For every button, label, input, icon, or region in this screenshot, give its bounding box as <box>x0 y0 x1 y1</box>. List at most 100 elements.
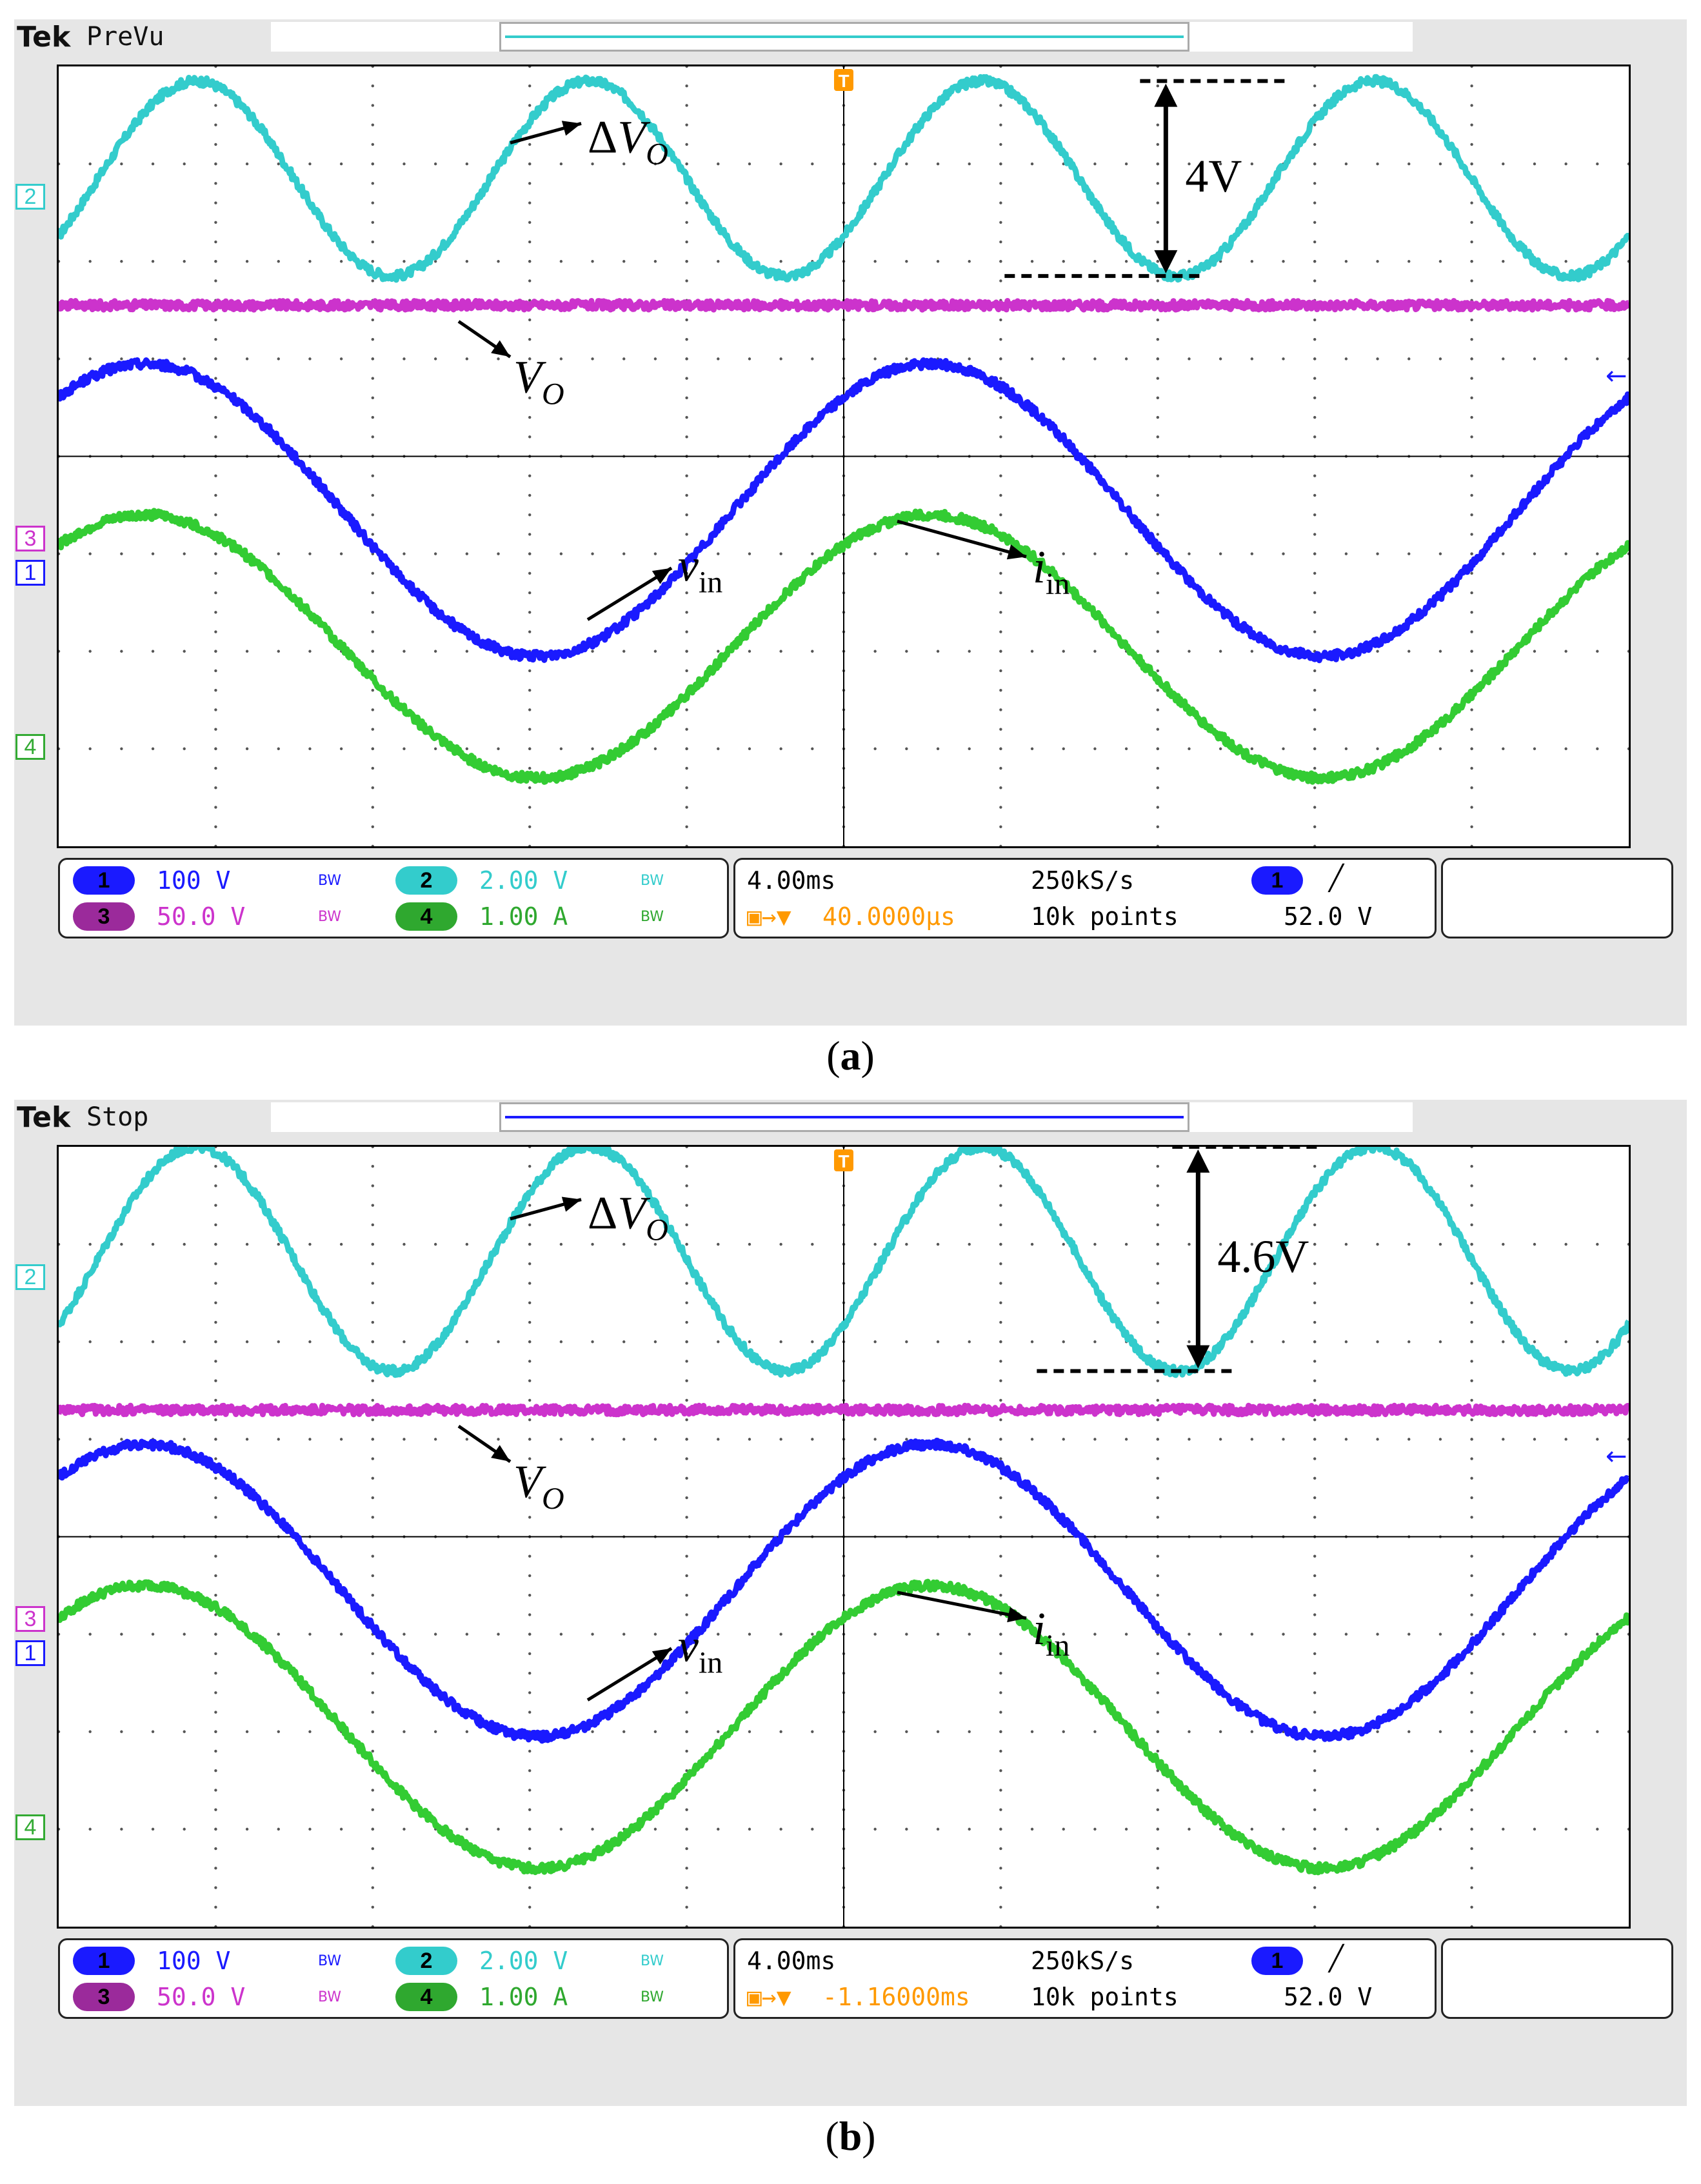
grid-dot <box>528 318 532 322</box>
grid-dot <box>214 474 217 477</box>
grid-dot <box>1376 650 1379 653</box>
grid-dot <box>1470 201 1473 204</box>
grid-dot <box>1188 1438 1191 1441</box>
grid-dot <box>308 1242 312 1246</box>
grid-dot <box>1282 1827 1285 1831</box>
grid-dot <box>1250 260 1254 263</box>
grid-dot <box>371 806 374 809</box>
grid-dot <box>685 1808 688 1811</box>
grid-dot <box>1470 708 1473 711</box>
horizontal-box[interactable]: 4.00ms 250kS/s 1 ╱ ▣→▼ -1.16000ms 10k po… <box>733 1938 1437 2019</box>
ch3-marker[interactable]: 3 <box>15 526 45 551</box>
ch2-marker[interactable]: 2 <box>15 1264 45 1290</box>
grid-dot <box>308 1340 312 1344</box>
grid-dot <box>1156 806 1160 809</box>
grid-dot <box>999 766 1002 770</box>
grid-dot <box>1156 630 1160 633</box>
grid-dot <box>1156 201 1160 204</box>
grid-dot <box>1502 1242 1505 1246</box>
grid-dot <box>1156 1905 1160 1909</box>
grid-dot <box>214 1691 217 1694</box>
grid-dot <box>1564 552 1567 555</box>
grid-dot <box>685 611 688 614</box>
grid-dot <box>214 1827 217 1831</box>
grid-dot <box>1313 1301 1317 1304</box>
grid-dot <box>999 1516 1002 1519</box>
grid-dot <box>1470 1847 1473 1851</box>
grid-dot <box>748 1827 751 1831</box>
grid-dot <box>685 396 688 400</box>
grid-dot <box>371 240 374 244</box>
grid-dot <box>214 1808 217 1811</box>
grid-dot <box>88 650 92 653</box>
grid-dot <box>528 1769 532 1772</box>
grid-dot <box>1313 786 1317 789</box>
vertical-scale-box[interactable]: 1 100 V BW 2 2.00 V BW 3 50.0 V BW 4 1.0… <box>58 1938 729 2019</box>
grid-dot <box>1156 552 1160 555</box>
grid-dot <box>371 1418 374 1422</box>
grid-dot <box>214 1633 217 1636</box>
grid-dot <box>465 1242 469 1246</box>
annotation-arrowhead <box>652 1648 671 1665</box>
ch4-marker[interactable]: 4 <box>15 734 45 760</box>
ch1-marker[interactable]: 1 <box>15 560 45 586</box>
grid-dot <box>214 1147 217 1149</box>
grid-dot <box>371 1905 374 1909</box>
grid-dot <box>1470 611 1473 614</box>
grid-dot <box>403 1633 406 1636</box>
grid-dot <box>1533 1827 1537 1831</box>
grid-dot <box>1030 1340 1034 1344</box>
grid-dot <box>371 84 374 88</box>
grid-dot <box>403 1827 406 1831</box>
grid-dot <box>873 162 877 166</box>
grid-dot <box>1470 844 1473 846</box>
grid-dot <box>528 1847 532 1851</box>
grid-dot <box>497 357 500 361</box>
grid-dot <box>1408 650 1411 653</box>
grid-dot <box>528 221 532 224</box>
trace-iin <box>59 1578 1629 1876</box>
ch1-marker[interactable]: 1 <box>15 1640 45 1666</box>
grid-dot <box>873 747 877 751</box>
grid-dot <box>873 260 877 263</box>
ch3-marker[interactable]: 3 <box>15 1606 45 1632</box>
grid-dot <box>214 1418 217 1422</box>
grid-dot <box>1596 747 1599 751</box>
record-window[interactable] <box>499 1102 1189 1132</box>
grid-dot <box>371 1867 374 1870</box>
grid-dot <box>214 396 217 400</box>
grid-dot <box>183 260 186 263</box>
grid-dot <box>591 260 594 263</box>
grid-dot <box>1156 1496 1160 1500</box>
grid-dot <box>528 806 532 809</box>
grid-dot <box>653 1633 657 1636</box>
grid-dot <box>371 318 374 322</box>
grid-dot <box>1030 260 1034 263</box>
annotation-arrowhead <box>1006 544 1026 560</box>
vertical-scale-box[interactable]: 1 100 V BW 2 2.00 V BW 3 50.0 V BW 4 1.0… <box>58 858 729 938</box>
grid-dot <box>277 1633 280 1636</box>
grid-dot <box>873 1340 877 1344</box>
grid-dot <box>214 1223 217 1227</box>
grid-dot <box>371 1147 374 1149</box>
grid-dot <box>214 1554 217 1558</box>
grid-dot <box>1502 1633 1505 1636</box>
grid-dot <box>905 747 908 751</box>
grid-dot <box>748 650 751 653</box>
grid-dot <box>528 747 532 751</box>
grid-dot <box>1470 533 1473 536</box>
horizontal-box[interactable]: 4.00ms 250kS/s 1 ╱ ▣→▼ 40.0000µs 10k poi… <box>733 858 1437 938</box>
grid-dot <box>214 493 217 497</box>
record-window[interactable] <box>499 22 1189 52</box>
grid-dot <box>371 377 374 380</box>
ch3-badge: 3 <box>73 1983 135 2011</box>
grid-dot <box>1188 1730 1191 1733</box>
ch4-marker[interactable]: 4 <box>15 1814 45 1840</box>
grid-dot <box>999 1457 1002 1460</box>
ch2-marker[interactable]: 2 <box>15 184 45 210</box>
grid-dot <box>685 1730 688 1733</box>
grid-dot <box>1408 1438 1411 1441</box>
grid-dot <box>1470 1282 1473 1285</box>
grid-dot <box>999 221 1002 224</box>
grid-dot <box>528 552 532 555</box>
